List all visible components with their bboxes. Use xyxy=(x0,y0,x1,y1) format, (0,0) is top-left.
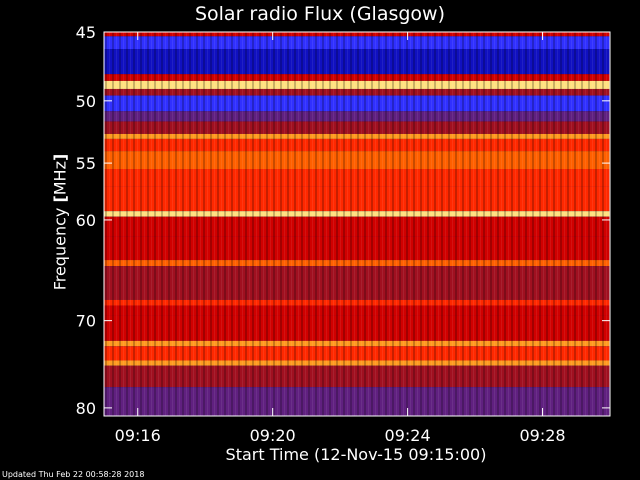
y-axis-label-close-bracket: ] xyxy=(50,153,70,162)
chart-title: Solar radio Flux (Glasgow) xyxy=(194,3,446,25)
x-tick-label: 09:24 xyxy=(385,426,431,445)
x-tick-label: 09:20 xyxy=(250,426,296,445)
plot-frame xyxy=(103,31,611,417)
y-tick-label: 60 xyxy=(76,211,96,230)
axes-layer: 09:16 09:20 09:24 09:28 45 50 55 60 70 80 xyxy=(76,23,611,445)
y-tick-label: 45 xyxy=(76,23,96,42)
y-axis-label-open-bracket: [ xyxy=(50,195,70,203)
y-tick-label: 55 xyxy=(76,154,96,173)
x-axis-label: Start Time (12-Nov-15 09:15:00) xyxy=(225,445,487,464)
heatmap-layer xyxy=(104,32,610,416)
x-tick-label: 09:28 xyxy=(519,426,565,445)
time-streak-texture xyxy=(104,32,610,416)
y-tick-label: 50 xyxy=(76,92,96,111)
updated-timestamp: Updated Thu Feb 22 00:58:28 2018 xyxy=(2,470,145,479)
y-axis-label-text: Frequency xyxy=(50,202,70,291)
y-axis-label: Frequency [MHz] xyxy=(51,154,70,291)
x-tick-label: 09:16 xyxy=(115,426,161,445)
y-tick-label: 70 xyxy=(76,312,96,331)
y-tick-label: 80 xyxy=(76,399,96,418)
y-axis-label-unit: MHz xyxy=(50,161,70,196)
